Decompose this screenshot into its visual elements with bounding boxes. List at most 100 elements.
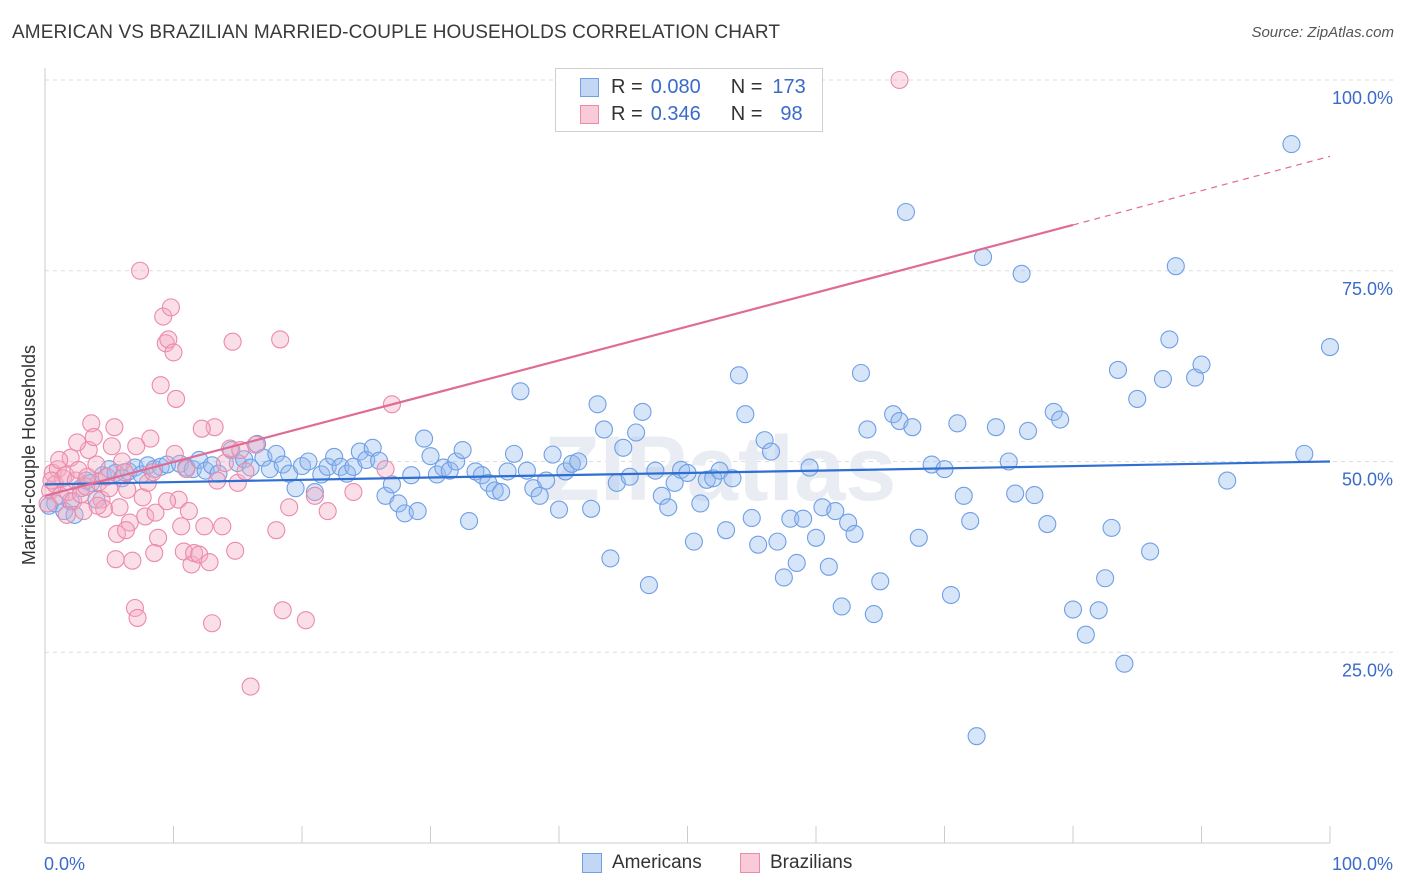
- american-point: [999, 452, 1018, 471]
- brazilian-point: [280, 498, 299, 517]
- n-value-americans: 173: [772, 75, 806, 98]
- american-point: [633, 402, 652, 421]
- brazilian-point: [273, 601, 292, 620]
- brazilian-point: [136, 507, 155, 526]
- american-point: [1141, 542, 1160, 561]
- legend-item-brazilians[interactable]: Brazilians: [740, 852, 852, 874]
- brazilian-point: [107, 524, 127, 544]
- brazilian-point: [305, 486, 324, 505]
- brazilian-point: [69, 460, 88, 479]
- american-point: [1012, 264, 1031, 283]
- legend-label-americans: Americans: [612, 852, 702, 873]
- brazilian-point: [42, 471, 61, 490]
- american-point: [781, 509, 800, 528]
- brazilian-point: [133, 488, 152, 507]
- american-point: [1320, 337, 1340, 357]
- american-point: [903, 418, 922, 437]
- x-tick-label: 0.0%: [44, 854, 85, 874]
- american-point: [646, 461, 665, 480]
- american-point: [871, 572, 890, 591]
- american-point: [1089, 601, 1108, 620]
- american-point: [1096, 569, 1115, 588]
- brazilian-point: [164, 343, 183, 362]
- american-point: [1006, 484, 1025, 503]
- american-point: [742, 508, 761, 528]
- american-point: [800, 458, 819, 477]
- brazilian-point: [192, 419, 211, 438]
- american-point: [305, 482, 324, 502]
- american-point: [543, 445, 562, 464]
- american-point: [659, 498, 678, 517]
- n-value-brazilians: 98: [780, 102, 803, 125]
- american-point: [530, 486, 549, 505]
- american-point: [453, 441, 472, 460]
- american-point: [639, 576, 659, 595]
- american-point: [1108, 360, 1128, 379]
- american-point: [601, 549, 620, 568]
- american-point: [858, 420, 877, 439]
- american-point: [504, 444, 524, 463]
- brazilian-point: [113, 452, 132, 471]
- american-point: [331, 457, 350, 476]
- americans-trend-line: [44, 460, 1331, 486]
- y-axis-title: Married-couple Households: [19, 345, 39, 565]
- brazilian-point: [141, 429, 160, 448]
- brazilian-point: [241, 677, 260, 696]
- brazilian-point: [146, 503, 165, 522]
- american-point: [1051, 410, 1070, 429]
- brazilian-point: [118, 480, 137, 499]
- brazilian-point: [182, 555, 201, 574]
- american-point: [736, 405, 755, 424]
- american-point: [1025, 486, 1044, 505]
- gridlines: [45, 79, 1393, 653]
- brazilian-point: [169, 490, 188, 509]
- legend-row-americans: R = 0.080 N = 173: [580, 74, 806, 100]
- brazilian-point: [890, 70, 909, 90]
- american-point: [1038, 515, 1057, 534]
- american-point: [1102, 518, 1121, 537]
- american-point: [864, 605, 883, 624]
- brazilian-point: [161, 298, 180, 317]
- axes: [44, 68, 1331, 844]
- brazilian-point: [200, 553, 219, 572]
- american-point: [986, 418, 1005, 437]
- american-point: [549, 500, 569, 519]
- american-point: [273, 455, 292, 474]
- y-tick-label: 100.0%: [1332, 88, 1393, 108]
- american-point: [684, 532, 703, 551]
- american-point: [318, 457, 337, 476]
- brazilian-point: [102, 437, 121, 456]
- american-point: [832, 597, 851, 616]
- legend-item-americans[interactable]: Americans: [582, 852, 702, 874]
- american-point: [472, 466, 491, 485]
- american-point: [1282, 135, 1301, 154]
- american-point: [845, 524, 864, 544]
- american-point: [967, 727, 986, 746]
- american-point: [588, 395, 607, 414]
- brazilian-point: [127, 437, 146, 456]
- american-point: [839, 513, 858, 532]
- brazilians-trend-extension: [1072, 155, 1331, 226]
- brazilian-point: [213, 517, 232, 536]
- y-tick-label: 25.0%: [1342, 660, 1393, 680]
- american-point: [768, 532, 787, 551]
- american-point: [819, 557, 838, 576]
- american-point: [421, 447, 440, 466]
- american-point: [1044, 402, 1063, 421]
- brazilian-point: [68, 433, 87, 452]
- brazilian-point: [128, 608, 147, 627]
- brazilian-point: [172, 517, 191, 536]
- brazilian-point: [110, 498, 129, 517]
- american-point: [325, 447, 344, 466]
- american-point: [749, 535, 768, 554]
- american-point: [299, 452, 318, 471]
- brazilian-point: [203, 614, 222, 633]
- american-point: [286, 479, 305, 498]
- american-point: [498, 462, 517, 481]
- american-point: [884, 405, 903, 424]
- american-point: [961, 511, 980, 531]
- legend-label-brazilians: Brazilians: [770, 852, 853, 873]
- american-point: [723, 469, 742, 488]
- american-point: [704, 469, 723, 488]
- brazilian-point: [158, 492, 177, 511]
